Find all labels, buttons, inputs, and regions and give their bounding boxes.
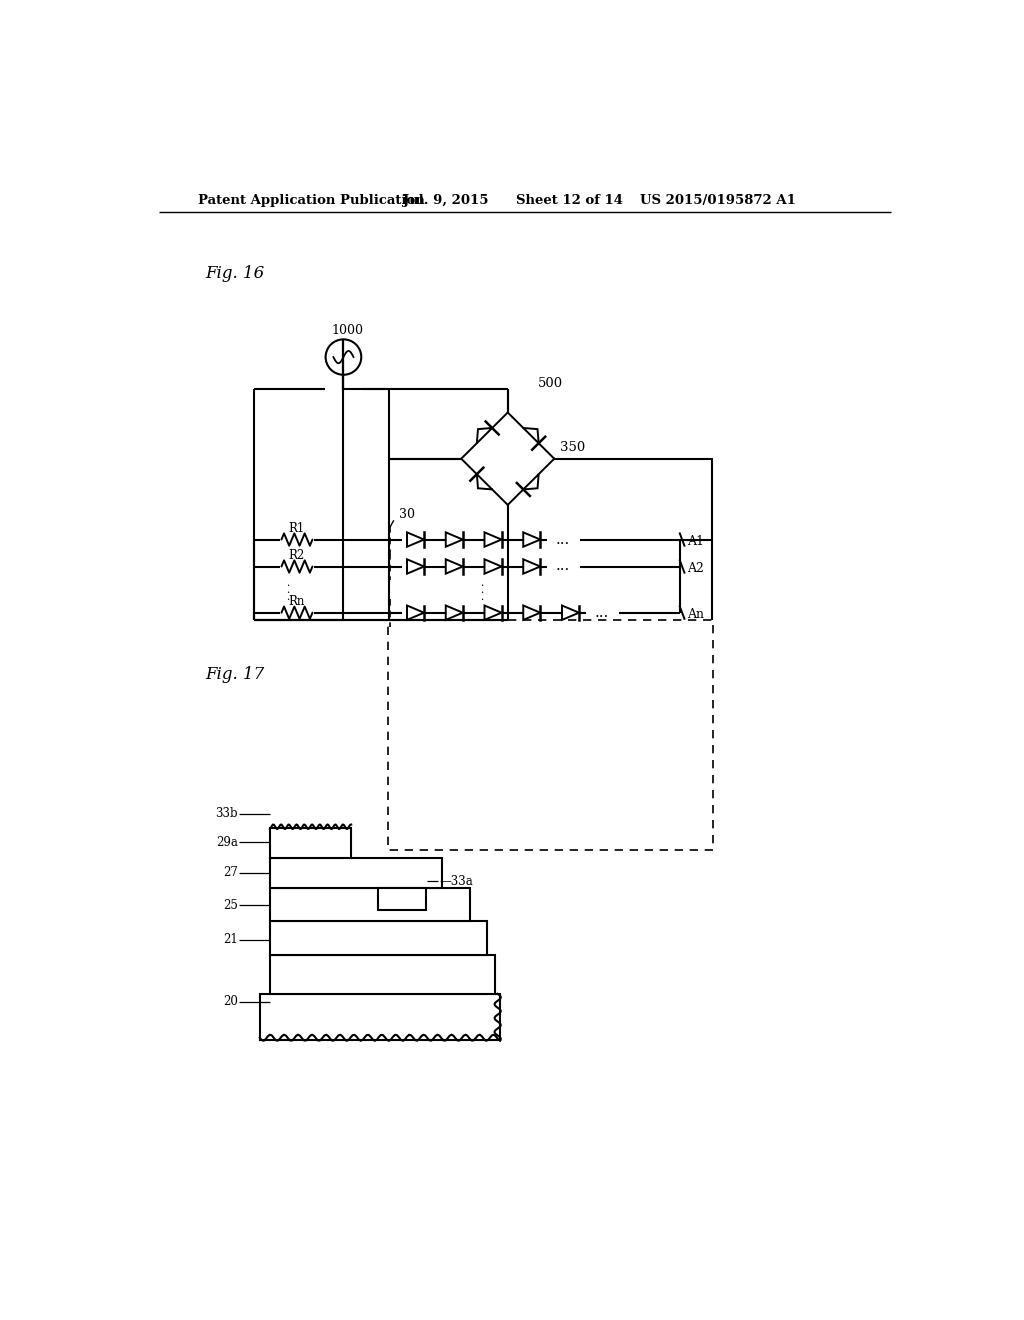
Bar [388, 620, 713, 850]
Bar [378, 888, 426, 909]
Polygon shape [562, 606, 579, 620]
Text: Sheet 12 of 14: Sheet 12 of 14 [515, 194, 623, 207]
Polygon shape [523, 474, 539, 490]
Text: ...: ... [556, 532, 570, 546]
Bar [270, 888, 470, 921]
Text: 350: 350 [560, 441, 586, 454]
Text: R2: R2 [289, 549, 305, 562]
Polygon shape [445, 606, 463, 620]
Text: 20: 20 [223, 995, 238, 1008]
Bar [270, 956, 495, 994]
Text: Jul. 9, 2015: Jul. 9, 2015 [403, 194, 488, 207]
Text: Rn: Rn [289, 595, 305, 609]
Bar [270, 921, 486, 956]
Text: 33b: 33b [215, 807, 238, 820]
Text: Fig. 17: Fig. 17 [206, 665, 265, 682]
Text: ...: ... [594, 606, 608, 619]
Text: A2: A2 [687, 561, 705, 574]
Text: 1000: 1000 [332, 323, 364, 337]
Text: ...: ... [556, 560, 570, 573]
Polygon shape [477, 474, 493, 490]
Polygon shape [407, 532, 424, 546]
Bar [270, 829, 351, 858]
Polygon shape [484, 532, 502, 546]
Text: · · ·: · · · [286, 582, 296, 599]
Text: Patent Application Publication: Patent Application Publication [198, 194, 425, 207]
Text: 500: 500 [538, 376, 563, 389]
Bar [260, 994, 500, 1040]
Polygon shape [484, 560, 502, 574]
Polygon shape [523, 606, 541, 620]
Text: —33a: —33a [439, 875, 473, 888]
Polygon shape [407, 606, 424, 620]
Polygon shape [523, 428, 539, 444]
Text: 21: 21 [223, 933, 238, 946]
Text: 27: 27 [223, 866, 238, 879]
Polygon shape [484, 606, 502, 620]
Polygon shape [407, 560, 424, 574]
Text: R1: R1 [289, 523, 305, 536]
Polygon shape [445, 560, 463, 574]
Text: A1: A1 [687, 535, 705, 548]
Polygon shape [445, 532, 463, 546]
Text: Fig. 16: Fig. 16 [206, 265, 265, 282]
Text: 29a: 29a [216, 836, 238, 849]
Text: An: An [687, 607, 705, 620]
Polygon shape [477, 428, 493, 444]
Text: 25: 25 [223, 899, 238, 912]
Bar [270, 858, 442, 888]
Text: 30: 30 [399, 508, 416, 521]
Text: US 2015/0195872 A1: US 2015/0195872 A1 [640, 194, 796, 207]
Text: · · ·: · · · [479, 582, 489, 599]
Polygon shape [523, 560, 541, 574]
Polygon shape [523, 532, 541, 546]
